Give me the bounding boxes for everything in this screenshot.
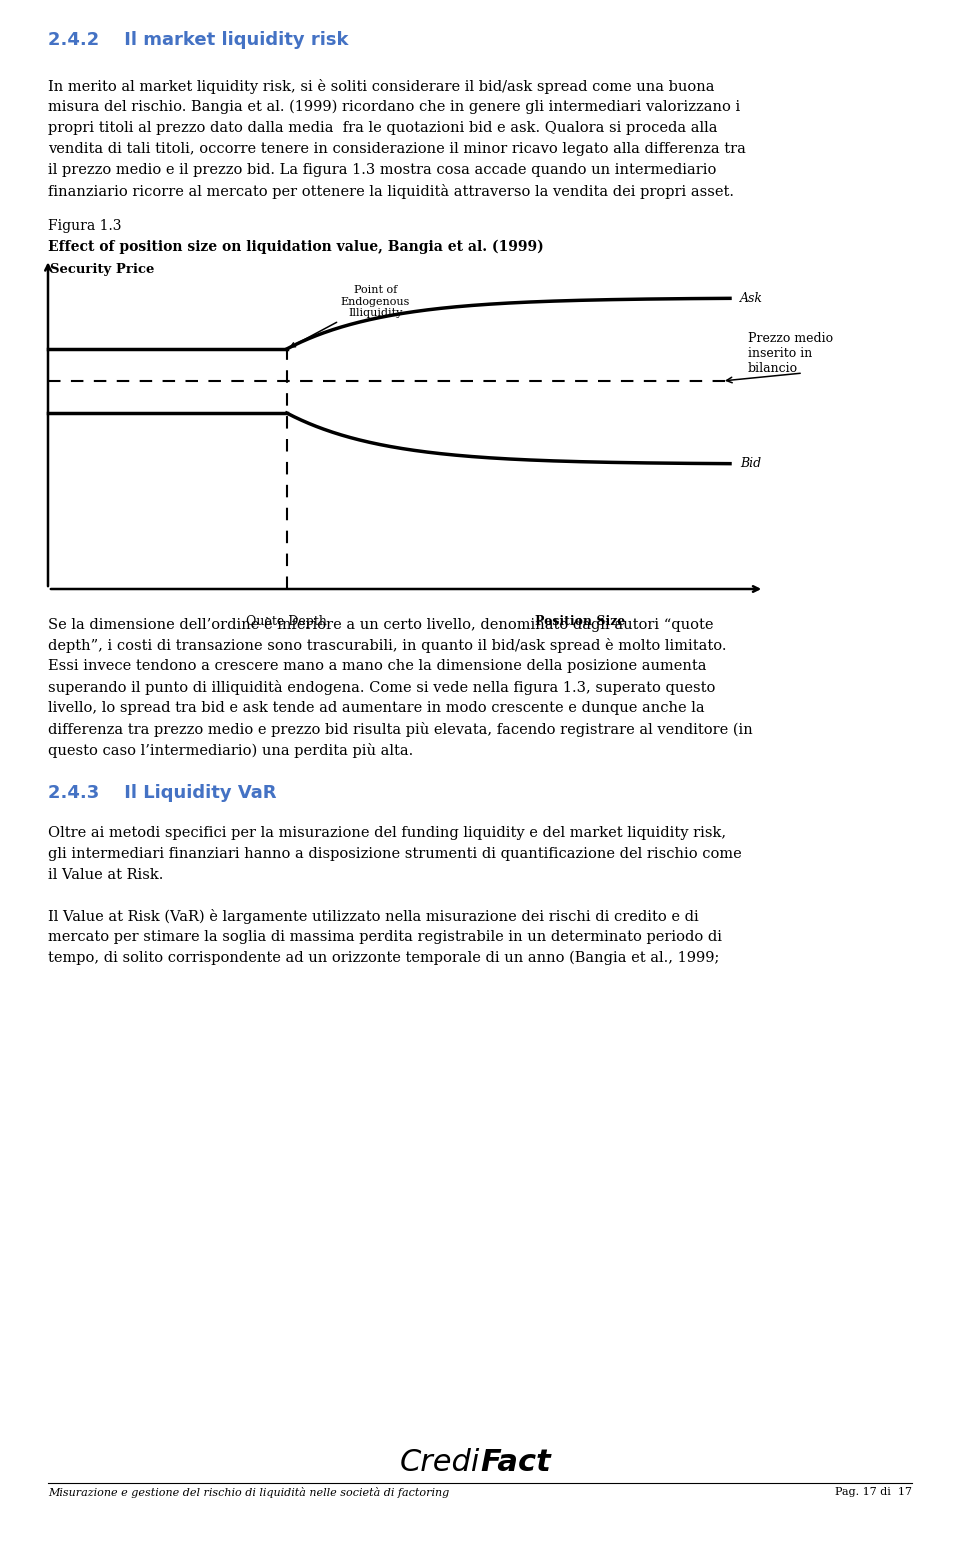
Text: 2.4.3    Il Liquidity VaR: 2.4.3 Il Liquidity VaR — [48, 784, 276, 801]
Text: questo caso l’intermediario) una perdita più alta.: questo caso l’intermediario) una perdita… — [48, 743, 413, 758]
Text: Essi invece tendono a crescere mano a mano che la dimensione della posizione aum: Essi invece tendono a crescere mano a ma… — [48, 660, 707, 673]
Text: il prezzo medio e il prezzo bid. La figura 1.3 mostra cosa accade quando un inte: il prezzo medio e il prezzo bid. La figu… — [48, 163, 716, 177]
Text: Bid: Bid — [740, 458, 761, 470]
Text: Credi: Credi — [399, 1449, 480, 1476]
Text: Fact: Fact — [480, 1449, 551, 1476]
Text: differenza tra prezzo medio e prezzo bid risulta più elevata, facendo registrare: differenza tra prezzo medio e prezzo bid… — [48, 723, 753, 737]
Text: superando il punto di illiquidità endogena. Come si vede nella figura 1.3, super: superando il punto di illiquidità endoge… — [48, 680, 715, 695]
Text: depth”, i costi di transazione sono trascurabili, in quanto il bid/ask spread è : depth”, i costi di transazione sono tras… — [48, 638, 727, 653]
Text: Pag. 17 di  17: Pag. 17 di 17 — [835, 1487, 912, 1496]
Text: livello, lo spread tra bid e ask tende ad aumentare in modo crescente e dunque a: livello, lo spread tra bid e ask tende a… — [48, 701, 705, 715]
Text: finanziario ricorre al mercato per ottenere la liquidità attraverso la vendita d: finanziario ricorre al mercato per otten… — [48, 183, 734, 199]
Text: Misurazione e gestione del rischio di liquidità nelle società di factoring: Misurazione e gestione del rischio di li… — [48, 1487, 449, 1498]
Text: In merito al market liquidity risk, si è soliti considerare il bid/ask spread co: In merito al market liquidity risk, si è… — [48, 79, 714, 94]
Text: Figura 1.3: Figura 1.3 — [48, 219, 122, 233]
Text: Prezzo medio
inserito in
bilancio: Prezzo medio inserito in bilancio — [748, 331, 833, 374]
Text: gli intermediari finanziari hanno a disposizione strumenti di quantificazione de: gli intermediari finanziari hanno a disp… — [48, 848, 742, 861]
Text: mercato per stimare la soglia di massima perdita registrabile in un determinato : mercato per stimare la soglia di massima… — [48, 931, 722, 945]
Text: 2.4.2    Il market liquidity risk: 2.4.2 Il market liquidity risk — [48, 31, 348, 49]
Text: Point of
Endogenous
Illiquidity: Point of Endogenous Illiquidity — [291, 285, 410, 347]
Text: Effect of position size on liquidation value, Bangia et al. (1999): Effect of position size on liquidation v… — [48, 240, 543, 254]
Text: Il Value at Risk (VaR) è largamente utilizzato nella misurazione dei rischi di c: Il Value at Risk (VaR) è largamente util… — [48, 909, 699, 925]
Text: propri titoli al prezzo dato dalla media  fra le quotazioni bid e ask. Qualora s: propri titoli al prezzo dato dalla media… — [48, 122, 717, 136]
Text: Security Price: Security Price — [50, 262, 155, 276]
Text: il Value at Risk.: il Value at Risk. — [48, 868, 163, 881]
Text: vendita di tali titoli, occorre tenere in considerazione il minor ricavo legato : vendita di tali titoli, occorre tenere i… — [48, 142, 746, 156]
Text: misura del rischio. Bangia et al. (1999) ricordano che in genere gli intermediar: misura del rischio. Bangia et al. (1999)… — [48, 100, 740, 114]
Text: tempo, di solito corrispondente ad un orizzonte temporale di un anno (Bangia et : tempo, di solito corrispondente ad un or… — [48, 951, 719, 965]
Text: Ask: Ask — [740, 291, 763, 305]
Text: Quote Depth: Quote Depth — [247, 615, 327, 627]
Text: Position Size: Position Size — [535, 615, 625, 627]
Text: Oltre ai metodi specifici per la misurazione del funding liquidity e del market : Oltre ai metodi specifici per la misuraz… — [48, 826, 726, 840]
Text: Se la dimensione dell’ordine è inferiore a un certo livello, denominato dagli au: Se la dimensione dell’ordine è inferiore… — [48, 616, 713, 632]
